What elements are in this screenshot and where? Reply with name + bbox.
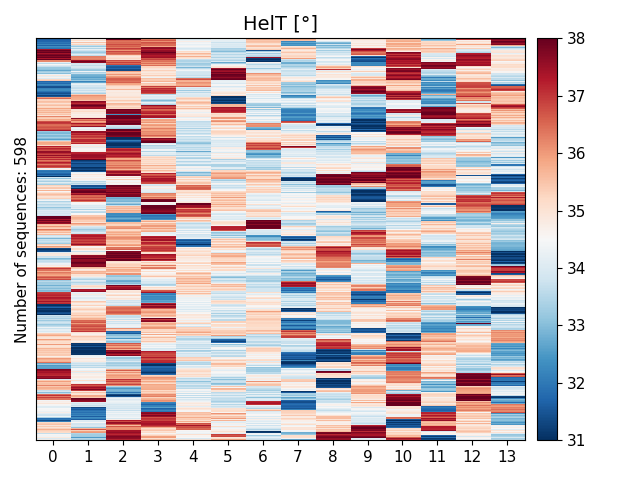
Y-axis label: Number of sequences: 598: Number of sequences: 598 bbox=[15, 136, 30, 343]
Title: HelT [°]: HelT [°] bbox=[243, 15, 317, 34]
